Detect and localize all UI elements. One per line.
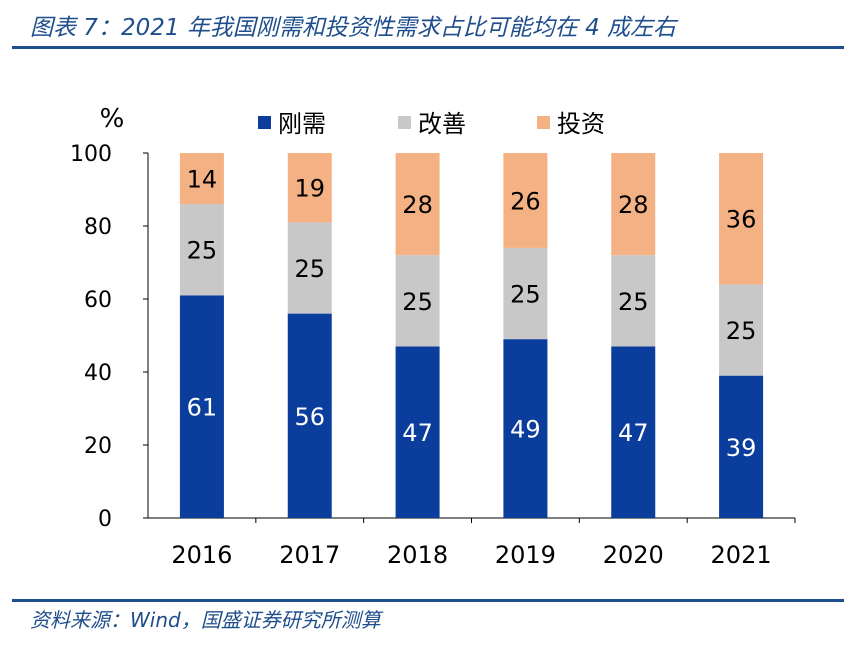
data-label: 49 <box>510 416 541 444</box>
y-tick-label: 80 <box>84 215 112 240</box>
data-label: 28 <box>618 191 649 219</box>
bar-2016-投资 <box>179 153 224 205</box>
data-label: 19 <box>294 175 325 203</box>
data-label: 61 <box>187 394 218 422</box>
bar-2017-刚需 <box>287 313 332 518</box>
bar-2018-改善 <box>395 255 440 347</box>
bar-2021-改善 <box>719 284 764 376</box>
x-tick-label: 2020 <box>603 541 664 569</box>
data-label: 56 <box>294 403 325 431</box>
bar-2019-投资 <box>503 153 548 248</box>
bar-2020-刚需 <box>611 346 656 518</box>
bar-2016-改善 <box>179 204 224 296</box>
bar-2017-改善 <box>287 222 332 314</box>
stacked-bar-chart: 0 20 40 60 80 100% 2016 61 25 14 2017 56 25 19 2018 47 2… <box>70 104 796 569</box>
data-label: 25 <box>294 255 325 283</box>
legend-label: 改善 <box>418 110 466 138</box>
data-label: 25 <box>187 237 218 265</box>
y-axis-label: % <box>100 104 125 134</box>
bar-2016-刚需 <box>179 295 224 518</box>
x-tick-label: 2018 <box>387 541 448 569</box>
x-tick-label: 2021 <box>711 541 772 569</box>
data-label: 25 <box>402 288 433 316</box>
legend-label: 投资 <box>557 110 605 138</box>
bar-2018-投资 <box>395 153 440 256</box>
figure-title: 图表 7：2021 年我国刚需和投资性需求占比可能均在 4 成左右 <box>30 15 677 41</box>
data-label: 25 <box>510 281 541 309</box>
bar-2021-刚需 <box>719 375 764 518</box>
x-tick-label: 2016 <box>171 541 232 569</box>
x-tick-label: 2017 <box>279 541 340 569</box>
data-label: 28 <box>402 191 433 219</box>
data-label: 39 <box>726 434 757 462</box>
bar-2021-投资 <box>719 153 764 285</box>
y-tick-label: 100 <box>70 142 112 167</box>
data-label: 25 <box>726 317 757 345</box>
y-tick-label: 60 <box>84 288 112 313</box>
data-label: 14 <box>187 166 218 194</box>
y-tick-label: 40 <box>84 361 112 386</box>
source-note: 资料来源：Wind，国盛证券研究所测算 <box>30 608 381 632</box>
y-tick-label: 20 <box>84 434 112 459</box>
bar-2018-刚需 <box>395 346 440 518</box>
data-label: 47 <box>402 419 433 447</box>
bar-2020-投资 <box>611 153 656 256</box>
bar-2017-投资 <box>287 153 332 223</box>
bar-2019-改善 <box>503 247 548 340</box>
bar-2019-刚需 <box>503 339 548 518</box>
data-label: 26 <box>510 187 541 215</box>
legend-swatch-投资 <box>537 116 550 129</box>
y-tick-label: 0 <box>98 507 112 532</box>
data-label: 47 <box>618 419 649 447</box>
legend-label: 刚需 <box>278 110 326 138</box>
title-rule <box>12 46 844 49</box>
x-tick-label: 2019 <box>495 541 556 569</box>
bar-2020-改善 <box>611 255 656 347</box>
data-label: 36 <box>726 206 757 234</box>
data-label: 25 <box>618 288 649 316</box>
legend-swatch-改善 <box>398 116 411 129</box>
source-rule <box>12 599 844 602</box>
legend-swatch-刚需 <box>258 116 271 129</box>
